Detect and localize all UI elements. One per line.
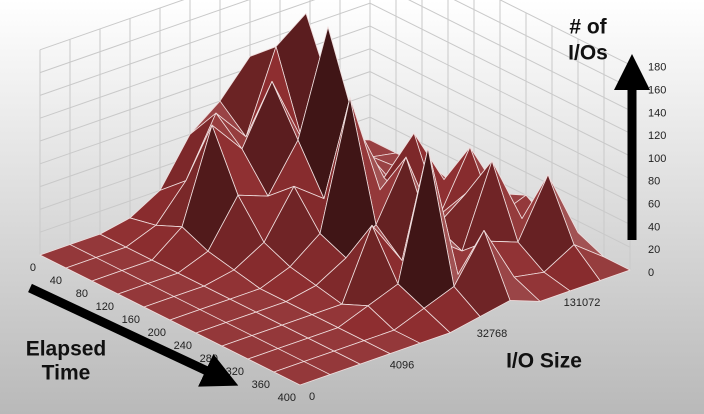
x-tick-label: 320	[226, 366, 244, 378]
x-axis-label: Time	[42, 362, 91, 385]
time-arrow	[28, 283, 239, 387]
z-tick-label: 80	[648, 176, 660, 188]
x-tick-label: 80	[76, 288, 88, 300]
z-tick-label: 60	[648, 199, 660, 211]
x-tick-label: 360	[252, 379, 270, 391]
x-axis-label: Elapsed	[26, 338, 107, 361]
x-tick-label: 160	[122, 314, 140, 326]
grid-line	[39, 0, 631, 89]
grid-line	[39, 0, 631, 111]
y-tick-label: 131072	[564, 297, 601, 309]
x-tick-label: 0	[30, 262, 36, 274]
z-axis-label: I/Os	[568, 42, 608, 65]
z-tick-label: 120	[648, 130, 666, 142]
z-tick-label: 20	[648, 244, 660, 256]
walls	[39, 0, 631, 271]
grid-line	[39, 0, 631, 66]
surface-cell	[273, 361, 331, 386]
x-tick-label: 240	[174, 340, 192, 352]
x-tick-label: 40	[50, 275, 62, 287]
y-axis-label: I/O Size	[506, 350, 582, 373]
x-tick-label: 280	[200, 353, 218, 365]
x-tick-label: 200	[148, 327, 166, 339]
z-tick-label: 140	[648, 107, 666, 119]
z-tick-label: 100	[648, 153, 666, 165]
surface	[39, 12, 631, 386]
z-tick-label: 40	[648, 221, 660, 233]
x-tick-label: 120	[96, 301, 114, 313]
y-tick-label: 0	[309, 391, 315, 403]
z-axis-label: # of	[569, 16, 607, 39]
y-tick-label: 32768	[477, 328, 508, 340]
z-tick-label: 0	[648, 267, 654, 279]
y-tick-label: 4096	[390, 360, 414, 372]
z-tick-label: 160	[648, 85, 666, 97]
z-tick-label: 180	[648, 62, 666, 74]
x-tick-label: 400	[278, 392, 296, 404]
